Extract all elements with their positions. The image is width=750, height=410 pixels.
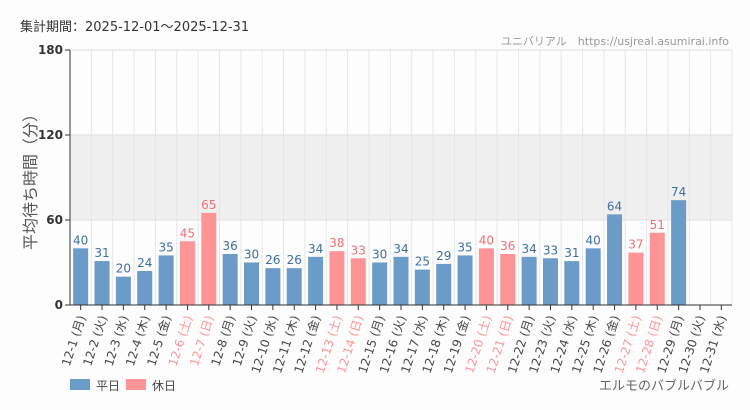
source-label: ユニバリアル https://usjreal.asumirai.info [501, 35, 729, 48]
bar [308, 256, 324, 305]
bar [94, 261, 110, 305]
bar [414, 269, 430, 305]
bar-value-label: 26 [265, 253, 280, 267]
bar [115, 276, 131, 305]
bar [244, 262, 260, 305]
bar-value-label: 30 [372, 248, 387, 262]
bar-value-label: 45 [180, 226, 195, 240]
y-tick-label: 60 [46, 213, 63, 227]
bar [564, 261, 580, 305]
bar [393, 256, 409, 305]
y-tick-label: 0 [55, 298, 63, 312]
bar [158, 255, 174, 305]
bar-value-label: 30 [244, 248, 259, 262]
bar-value-label: 31 [94, 246, 109, 260]
bar-value-label: 25 [415, 255, 430, 269]
bar-value-label: 33 [543, 243, 558, 257]
bar [521, 256, 537, 305]
y-tick-label: 120 [38, 128, 63, 142]
bar-value-label: 74 [671, 185, 686, 199]
bar [179, 241, 195, 305]
bar [73, 248, 89, 305]
bar-value-label: 34 [308, 242, 323, 256]
bar-value-label: 40 [479, 233, 494, 247]
bar [286, 268, 302, 305]
legend-weekday-swatch [70, 379, 90, 390]
bar [542, 258, 558, 305]
bar [350, 258, 366, 305]
bar [201, 212, 217, 305]
bar-value-label: 40 [586, 233, 601, 247]
y-axis-label: 平均待ち時間（分） [21, 106, 40, 250]
legend-weekday-label: 平日 [96, 379, 120, 393]
bar-value-label: 31 [564, 246, 579, 260]
bar-value-label: 51 [650, 218, 665, 232]
bar-value-label: 35 [158, 240, 173, 254]
bar-value-label: 33 [351, 243, 366, 257]
bar [222, 254, 238, 305]
bar [671, 200, 687, 305]
bar-value-label: 34 [521, 242, 536, 256]
bar-value-label: 26 [287, 253, 302, 267]
bar [628, 252, 644, 305]
bar-value-label: 65 [201, 198, 216, 212]
bar-value-label: 24 [137, 256, 152, 270]
bar [585, 248, 601, 305]
bar [478, 248, 494, 305]
bar [329, 251, 345, 305]
bar-value-label: 40 [73, 233, 88, 247]
bar [436, 263, 452, 305]
bar [137, 271, 153, 305]
bar [372, 262, 388, 305]
bar-value-label: 20 [116, 262, 131, 276]
legend-holiday-label: 休日 [152, 379, 176, 393]
bar-value-label: 34 [393, 242, 408, 256]
y-tick-label: 180 [38, 43, 63, 57]
bar-value-label: 36 [500, 239, 515, 253]
bar [500, 254, 516, 305]
bar [649, 232, 665, 305]
bar-value-label: 37 [628, 238, 643, 252]
bar-value-label: 36 [223, 239, 238, 253]
period-label: 集計期間：2025-12-01～2025-12-31 [20, 19, 249, 35]
bar [607, 214, 623, 305]
shaded-band [70, 135, 732, 220]
bar-value-label: 29 [436, 249, 451, 263]
bar-value-label: 35 [457, 240, 472, 254]
attraction-name: エルモのバブルバブル [599, 378, 729, 394]
bar-value-label: 64 [607, 199, 622, 213]
bar [265, 268, 281, 305]
legend-holiday-swatch [126, 379, 146, 390]
bar [457, 255, 473, 305]
bar-value-label: 38 [329, 236, 344, 250]
